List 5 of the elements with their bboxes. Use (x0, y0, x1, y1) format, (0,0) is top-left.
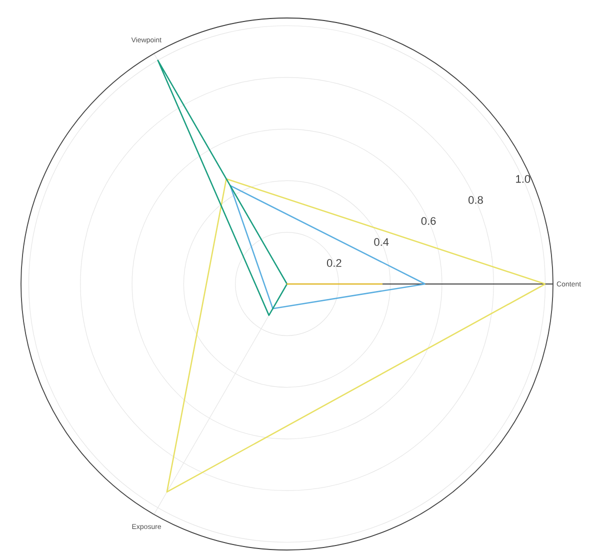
y-tick-label: 0.6 (421, 217, 436, 225)
y-tick-label: 0.2 (326, 259, 342, 267)
y-tick-label: 0.8 (468, 196, 483, 204)
y-tick-label: 0.4 (374, 238, 389, 246)
y-tick-label: 1.0 (516, 175, 530, 183)
